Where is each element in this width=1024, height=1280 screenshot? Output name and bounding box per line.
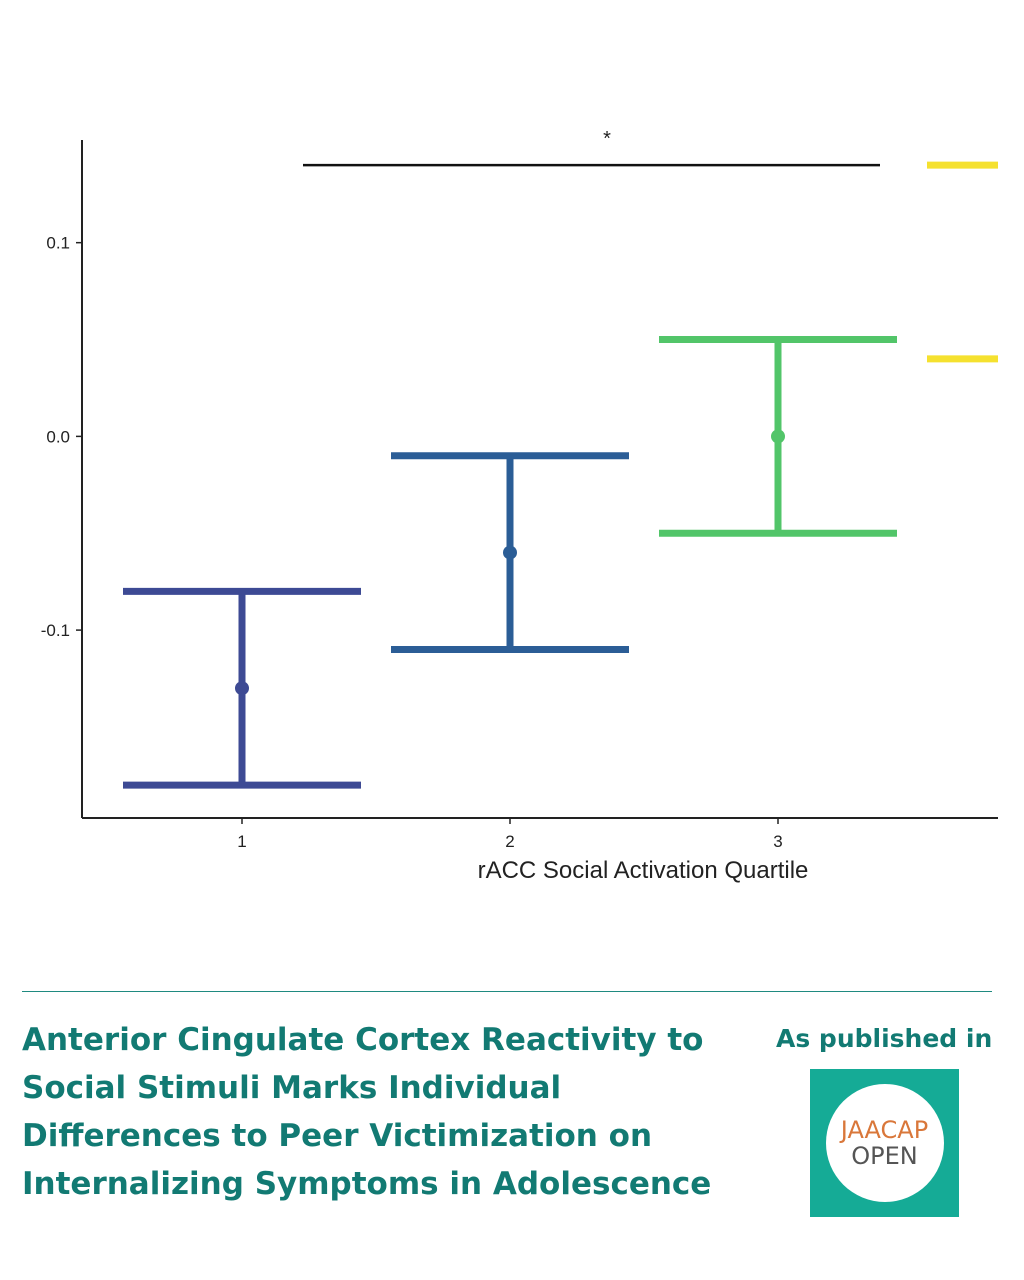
journal-logo-circle: JAACAP OPEN — [825, 1084, 944, 1202]
y-tick-label: -0.1 — [41, 621, 70, 640]
x-tick-label: 2 — [505, 832, 514, 851]
y-tick-label: 0.1 — [46, 234, 70, 253]
y-tick-label: 0.0 — [46, 427, 70, 446]
significance-star: * — [603, 128, 611, 150]
mean-point — [503, 545, 517, 560]
mean-point — [771, 429, 785, 444]
divider-line — [22, 991, 992, 992]
x-tick-label: 3 — [773, 832, 782, 851]
journal-logo[interactable]: JAACAP OPEN — [810, 1069, 959, 1217]
journal-logo-text-open: OPEN — [851, 1142, 918, 1170]
error-bar-chart: -0.1 0.0 0.1 1 2 3 rACC Social Activation Quar… — [41, 128, 998, 884]
article-title: Anterior Cingulate Cortex Reactivity to … — [22, 1022, 712, 1202]
x-tick-label: 1 — [237, 832, 246, 851]
mean-point — [235, 681, 249, 696]
x-axis-title: rACC Social Activation Quartile — [478, 857, 809, 884]
journal-logo-text-jaacap: JAACAP — [840, 1116, 929, 1144]
published-label: As published in — [776, 1024, 993, 1053]
